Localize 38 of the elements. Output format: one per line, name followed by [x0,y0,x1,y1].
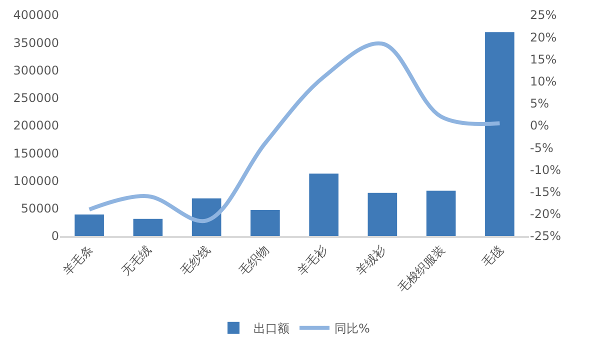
y2-tick-label: -25% [530,229,562,244]
y-tick-label: 200000 [13,118,59,133]
y-tick-label: 300000 [13,63,59,78]
x-tick-label: 毛纱线 [178,242,213,278]
x-tick-label: 毛织物 [236,242,272,278]
bar [368,192,398,236]
x-tick-label: 毛毯 [479,242,506,270]
legend-label: 同比% [334,322,370,336]
bar [309,174,338,236]
bar [74,214,104,236]
y-tick-label: 0 [51,229,59,244]
line-series [87,41,502,223]
x-tick-label: 羊毛条 [60,242,96,278]
bar [133,218,163,236]
y2-tick-label: -15% [530,185,562,199]
y2-tick-label: 0% [530,118,550,133]
x-tick-label: 羊毛衫 [294,242,330,278]
y-tick-label: 150000 [13,146,59,160]
y2-tick-label: -10% [530,162,562,177]
bar [250,210,280,236]
y-tick-label: 50000 [20,202,59,216]
y-tick-label: 250000 [13,91,59,106]
y2-tick-label: 15% [530,52,557,66]
y2-tick-label: 10% [530,74,557,88]
y-tick-label: 100000 [13,174,59,188]
y-tick-label: 350000 [13,36,59,50]
bar [485,32,514,236]
x-tick-label: 无毛绒 [118,242,154,278]
y-tick-label: 400000 [13,8,59,22]
y2-tick-label: 25% [530,8,557,22]
x-tick-label: 羊绒衫 [353,242,389,278]
y2-tick-label: -5% [530,140,554,155]
bar [426,190,456,236]
y2-tick-label: -20% [530,207,562,222]
y2-tick-label: 20% [530,30,557,44]
x-tick-label: 毛梭织服装 [395,242,448,296]
y2-tick-label: 5% [530,96,550,111]
legend-label: 出口额 [254,322,290,336]
